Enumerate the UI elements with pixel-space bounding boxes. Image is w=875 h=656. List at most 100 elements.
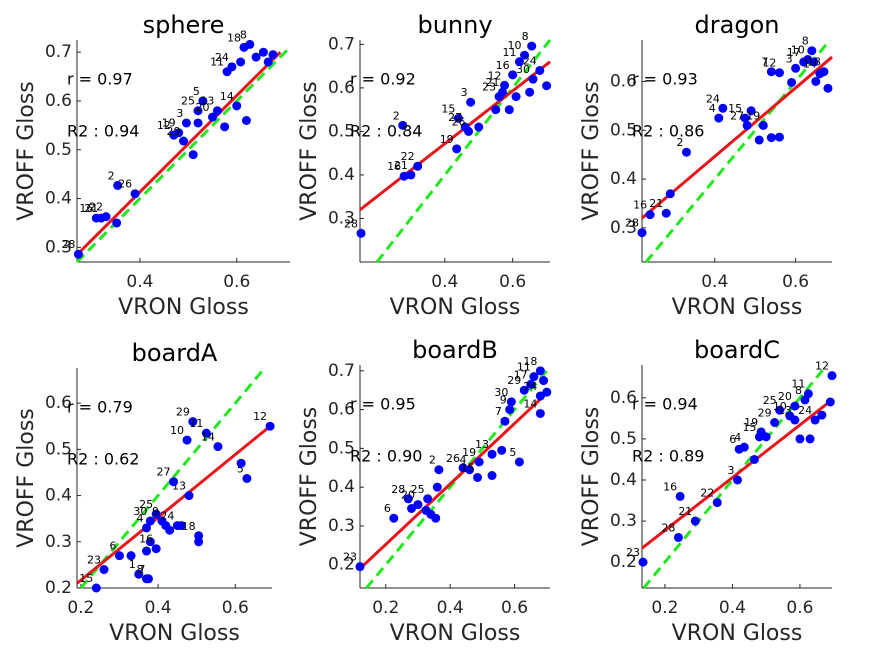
identity-line (75, 46, 292, 264)
data-point (268, 50, 278, 60)
data-point (227, 62, 237, 72)
point-label: 12 (815, 360, 829, 373)
y-tick-label: 0.3 (45, 237, 72, 257)
data-point (681, 147, 691, 157)
subplot-title: boardA (132, 339, 218, 367)
data-point (398, 120, 408, 130)
data-point (432, 482, 442, 492)
data-point (99, 565, 109, 575)
point-label: 19 (162, 117, 176, 130)
fit-line (76, 425, 272, 585)
point-label: 28 (344, 217, 358, 230)
data-point (473, 472, 483, 482)
fit-line (75, 51, 282, 256)
point-label: 2 (676, 136, 683, 149)
x-tick-label: 0.2 (67, 598, 94, 618)
point-label: 28 (661, 521, 675, 534)
data-point (661, 208, 671, 218)
point-label: 3 (176, 107, 183, 120)
point-label: 23 (343, 551, 357, 564)
point-label: 27 (448, 111, 462, 124)
y-tick-label: 0.6 (45, 393, 72, 413)
point-label: 4 (709, 102, 716, 115)
data-point (142, 546, 152, 556)
data-point (673, 532, 683, 542)
point-label: 5 (237, 462, 244, 475)
data-point (500, 80, 510, 90)
data-point (790, 415, 800, 425)
point-label: 15 (441, 102, 455, 115)
fit-line (358, 389, 552, 570)
y-axis-label: VROFF Gloss (297, 81, 322, 221)
data-point (142, 523, 152, 533)
data-point (665, 189, 675, 199)
y-axis-label: VROFF Gloss (579, 407, 604, 547)
point-label: 17 (787, 46, 801, 59)
annotation: R2 : 0.94 (67, 122, 139, 141)
point-label: 21 (394, 159, 408, 172)
data-point (506, 397, 516, 407)
data-point (258, 47, 268, 57)
subplot: 0.2 0.4 0.6 0.2 0.3 0.4 0.5 0.6 boardC VRON Gloss… (579, 336, 837, 646)
y-tick-label: 0.5 (610, 120, 637, 140)
point-label: 2 (108, 169, 115, 182)
point-label: 26 (118, 178, 132, 191)
point-label: 17 (514, 368, 528, 381)
data-point (539, 376, 549, 386)
y-tick-label: 0.5 (45, 140, 72, 160)
point-label: 20 (196, 101, 210, 114)
y-tick-label: 0.2 (328, 555, 355, 575)
point-label: 30 (516, 63, 530, 76)
data-point (714, 113, 724, 123)
data-point (690, 516, 700, 526)
point-label: 24 (215, 51, 229, 64)
data-point (169, 477, 179, 487)
data-point (236, 458, 246, 468)
data-point (114, 551, 124, 561)
x-axis-label: VRON Gloss (672, 621, 803, 646)
annotation: R2 : 0.84 (350, 122, 422, 141)
data-point (758, 120, 768, 130)
point-label: 24 (523, 54, 537, 67)
y-tick-label: 0.4 (45, 189, 72, 209)
point-label: 23 (482, 81, 496, 94)
point-label: 24 (160, 510, 174, 523)
subplot-title: bunny (417, 11, 492, 39)
data-point (790, 401, 800, 411)
subplot: 0.2 0.4 0.6 0.2 0.3 0.4 0.5 0.6 0.7 boardB VRON Gl… (297, 336, 552, 646)
point-label: 6 (384, 502, 391, 515)
point-label: 13 (778, 404, 792, 417)
x-tick-label: 0.6 (782, 272, 809, 292)
point-label: 15 (728, 102, 742, 115)
data-point (823, 83, 833, 93)
data-point (126, 551, 136, 561)
subplot-title: sphere (143, 11, 225, 39)
y-tick-label: 0.4 (328, 477, 355, 497)
data-point (208, 112, 218, 122)
data-point (487, 471, 497, 481)
data-point (188, 417, 198, 427)
data-point (179, 136, 188, 146)
point-label: 15 (79, 572, 93, 585)
data-point (526, 379, 536, 389)
data-point (213, 442, 223, 452)
point-label: 13 (200, 95, 214, 108)
data-point (389, 513, 399, 523)
y-tick-label: 0.3 (610, 511, 637, 531)
data-point (151, 544, 161, 554)
point-label: 6 (109, 540, 116, 553)
data-point (739, 442, 749, 452)
data-point (356, 228, 366, 238)
y-tick-label: 0.7 (328, 34, 355, 54)
data-point (487, 449, 497, 459)
data-point (220, 122, 230, 132)
data-point (452, 144, 462, 154)
point-label: 16 (663, 480, 677, 493)
point-label: 14 (523, 397, 537, 410)
annotation: r = 0.79 (67, 398, 133, 417)
x-tick-label: 0.6 (222, 598, 249, 618)
point-label: 22 (700, 487, 714, 500)
data-point (542, 387, 552, 397)
data-point (825, 397, 835, 407)
data-point (239, 42, 249, 52)
